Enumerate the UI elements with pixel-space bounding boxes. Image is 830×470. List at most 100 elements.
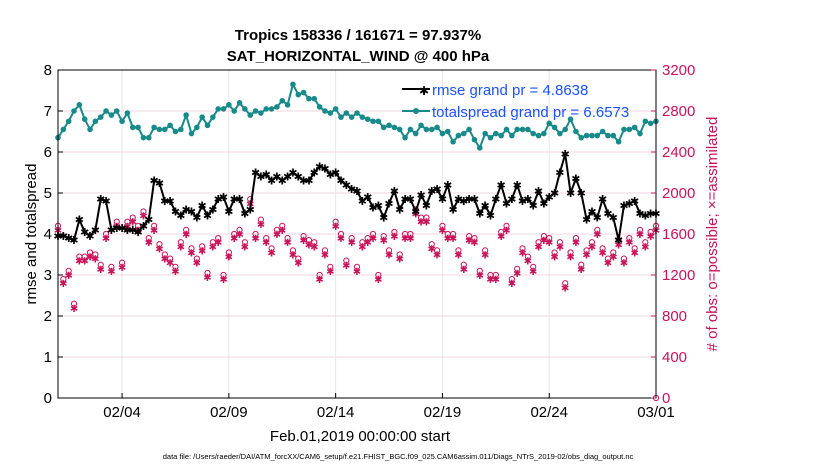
obs-possible-point (583, 247, 590, 254)
obs-assimilated-point: ✱ (534, 242, 542, 253)
legend-spread-marker (413, 108, 419, 114)
rmse-point: ✱ (80, 227, 89, 239)
obs-assimilated-point: ✱ (214, 238, 222, 249)
rmse-point: ✱ (208, 204, 217, 216)
totalspread-point (135, 124, 141, 131)
totalspread-point (343, 110, 350, 116)
obs-possible-point (450, 230, 457, 238)
totalspread-point (332, 106, 339, 112)
totalspread-point (444, 128, 451, 135)
rmse-point: ✱ (69, 235, 78, 247)
obs-assimilated-point: ✱ (225, 253, 233, 264)
obs-possible-point (514, 265, 521, 272)
totalspread-series (55, 81, 659, 151)
obs-assimilated-point: ✱ (145, 238, 153, 249)
rmse-point: ✱ (646, 209, 655, 221)
obs-assimilated-point: ✱ (598, 248, 606, 259)
obs-possible-point (177, 239, 184, 246)
totalspread-point (204, 122, 211, 129)
obs-assimilated-point: ✱ (209, 242, 217, 253)
totalspread-point (407, 126, 414, 133)
obs-possible-point (134, 222, 142, 229)
x-tick-label: 02/09 (210, 404, 248, 421)
totalspread-point (615, 138, 622, 145)
obs-possible-point (102, 230, 110, 238)
obs-possible-point (167, 255, 174, 262)
rmse-point: ✱ (609, 213, 618, 225)
obs-possible-point (428, 241, 435, 248)
obs-assimilated-point: ✱ (513, 269, 521, 280)
obs-possible-point (380, 232, 387, 240)
obs-assimilated-point: ✱ (289, 251, 297, 262)
obs-possible-point (540, 232, 547, 240)
obs-assimilated-point: ✱ (267, 248, 275, 259)
y2-tick-label: 0 (662, 390, 670, 407)
rmse-point: ✱ (513, 180, 522, 192)
obs-assimilated-point: ✱ (593, 230, 601, 241)
obs-assimilated-point: ✱ (561, 283, 569, 294)
rmse-point: ✱ (160, 196, 169, 208)
totalspread-point (396, 126, 403, 133)
obs-assimilated-point: ✱ (198, 246, 206, 257)
rmse-point: ✱ (224, 206, 233, 218)
y2-tick-label: 3200 (662, 62, 695, 79)
rmse-point: ✱ (518, 196, 527, 208)
totalspread-point (226, 102, 232, 108)
obs-assimilated-point: ✱ (326, 267, 334, 278)
x-axis-label: Feb.01,2019 00:00:00 start (270, 428, 451, 445)
obs-possible-point (321, 247, 329, 254)
totalspread-point (71, 108, 77, 114)
obs-possible-point (231, 230, 238, 238)
obs-assimilated-point: ✱ (433, 251, 441, 262)
obs-assimilated-point: ✱ (369, 234, 377, 245)
obs-assimilated-point: ✱ (155, 244, 163, 255)
obs-possible-point (279, 222, 286, 229)
rmse-point: ✱ (603, 209, 612, 221)
obs-assimilated-point: ✱ (129, 218, 137, 229)
obs-assimilated-point: ✱ (550, 253, 558, 264)
rmse-point: ✱ (304, 176, 313, 188)
totalspread-point (386, 122, 392, 129)
obs-possible-point (295, 255, 302, 262)
totalspread-point (530, 130, 536, 137)
obs-assimilated-point: ✱ (438, 226, 446, 237)
obs-assimilated-point: ✱ (636, 230, 644, 241)
rmse-point: ✱ (497, 180, 506, 192)
obs-possible-point (594, 226, 601, 233)
totalspread-point (316, 104, 323, 110)
totalspread-point (167, 122, 173, 129)
totalspread-point (423, 126, 430, 133)
obs-assimilated-point: ✱ (588, 242, 596, 253)
obs-assimilated-point: ✱ (614, 240, 622, 251)
obs-assimilated-point: ✱ (604, 259, 612, 270)
obs-possible-point (385, 247, 393, 254)
rmse-point: ✱ (91, 225, 100, 237)
totalspread-point (583, 132, 590, 139)
obs-assimilated-point: ✱ (374, 275, 382, 286)
obs-possible-point (364, 235, 371, 242)
rmse-point: ✱ (582, 215, 591, 227)
obs-possible-point (268, 245, 275, 252)
rmse-point: ✱ (117, 223, 126, 235)
obs-assimilated-point: ✱ (417, 218, 425, 229)
obs-assimilated-point: ✱ (518, 248, 526, 259)
y-tick-label: 6 (44, 144, 52, 161)
obs-assimilated-point: ✱ (64, 271, 72, 282)
obs-possible-point (97, 261, 104, 268)
obs-assimilated-point: ✱ (177, 242, 185, 253)
obs-assimilated-point: ✱ (294, 259, 302, 270)
obs-possible-point (530, 263, 537, 270)
obs-possible-point (289, 247, 297, 254)
totalspread-point (220, 106, 227, 112)
obs-possible-point (241, 239, 248, 246)
rmse-point: ✱ (635, 209, 644, 221)
obs-possible-point (252, 230, 259, 238)
totalspread-point (354, 110, 360, 116)
y-tick-label: 7 (44, 103, 52, 120)
rmse-point: ✱ (555, 168, 564, 180)
obs-possible-point (476, 267, 483, 274)
obs-possible-point (140, 208, 147, 215)
totalspread-point (503, 126, 510, 133)
rmse-point: ✱ (363, 192, 372, 204)
rmse-point: ✱ (85, 231, 94, 243)
